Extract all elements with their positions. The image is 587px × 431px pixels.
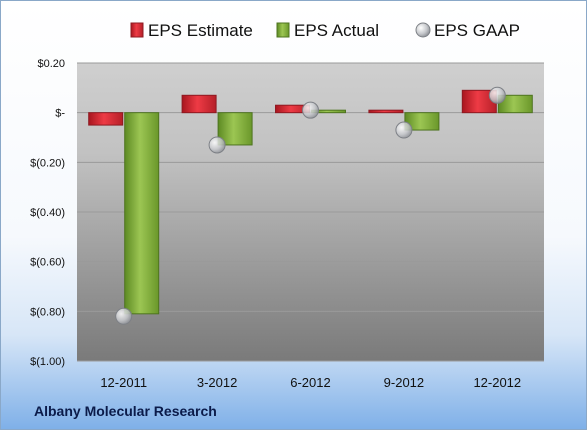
legend: EPS Estimate EPS Actual EPS GAAP [130,21,520,40]
y-tick-label: $(0.60) [30,257,65,269]
legend-eps-actual-swatch [276,22,290,38]
eps-estimate-bar [181,94,217,114]
x-tick-label: 12-2011 [100,375,147,390]
legend-eps-estimate-swatch [130,22,144,38]
x-tick-label: 3-2012 [197,375,237,390]
eps-gaap-point [115,307,133,325]
legend-eps-gaap-label: EPS GAAP [434,21,520,40]
x-tick-label: 9-2012 [384,375,424,390]
eps-actual-bar [217,112,253,146]
eps-gaap-point [208,136,226,154]
eps-gaap-point [302,101,319,119]
eps-actual-bar [497,94,533,114]
legend-eps-estimate-label: EPS Estimate [148,21,253,40]
y-tick-label: $(0.80) [30,306,65,318]
y-tick-label: $0.20 [37,58,65,70]
eps-estimate-bar [88,112,124,126]
y-axis-ticks: $0.20 $- $(0.20) $(0.40) $(0.60) $(0.80) $(1.0… [30,58,65,368]
bar-series [88,86,533,325]
y-tick-label: $(1.00) [30,356,65,368]
eps-actual-bar [124,112,160,315]
y-tick-label: $- [55,108,65,120]
legend-eps-actual-label: EPS Actual [294,21,379,40]
x-tick-label: 12-2012 [473,375,521,390]
legend-gaap-marker [415,22,431,38]
eps-actual-bar [404,112,440,131]
eps-gaap-point [488,86,506,104]
y-tick-label: $(0.40) [30,207,65,219]
x-axis-ticks: 12-2011 3-2012 6-2012 9-2012 12-2012 [100,375,521,390]
eps-gaap-point [395,121,413,139]
x-tick-label: 6-2012 [290,375,330,390]
eps-estimate-bar [368,109,404,114]
y-tick-label: $(0.20) [30,157,65,169]
company-name: Albany Molecular Research [34,403,217,419]
